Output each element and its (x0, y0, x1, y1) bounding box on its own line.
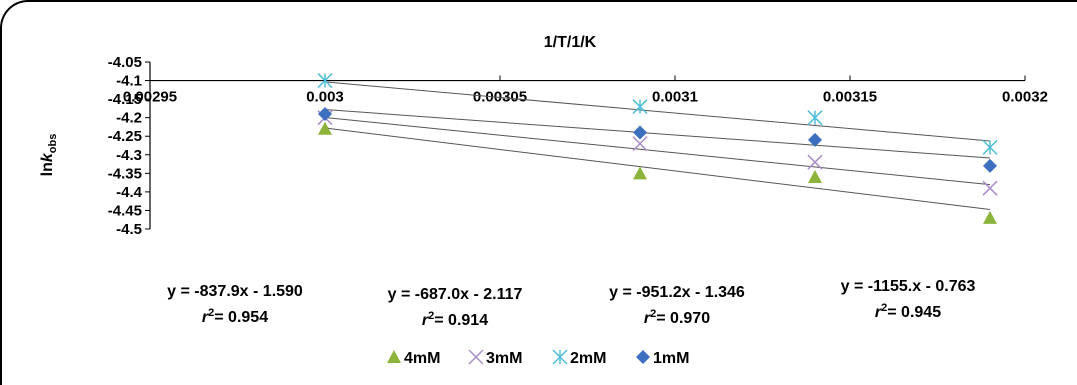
fit-r2-1mM: r2= 0.945 (875, 302, 941, 321)
y-axis-title-sub: obs (47, 134, 59, 154)
fit-equation-2mM: y = -951.2x - 1.346 (609, 284, 745, 301)
y-tick-label: -4.15 (108, 91, 142, 108)
point-1mM (983, 158, 997, 173)
equation-group-3: y = -951.2x - 1.346 r2= 0.970 (609, 284, 745, 327)
x-tick-label: 0.00315 (823, 89, 877, 106)
fit-equation-4mM: y = -837.9x - 1.590 (167, 283, 303, 300)
point-1mM (633, 125, 647, 140)
equation-group-1: y = -837.9x - 1.590 r2= 0.954 (167, 283, 303, 326)
r2-symbol: r (644, 310, 651, 327)
point-2mM (632, 99, 648, 115)
r2-sup: 2 (650, 308, 656, 320)
x-tick-label: 0.003 (306, 89, 344, 106)
trendlines (324, 81, 991, 210)
x-tick-label: 0.0032 (1002, 89, 1048, 106)
trendline-3mM (324, 109, 991, 159)
y-axis-title-k: k (39, 152, 56, 162)
x-axis-title: 1/T/1/K (544, 34, 597, 51)
fit-equation-3mM: y = -687.0x - 2.117 (388, 286, 523, 303)
r2-sup: 2 (428, 310, 434, 322)
point-4mM (318, 121, 332, 135)
trendline-2mM (324, 117, 991, 186)
trendline-4mM (324, 81, 991, 142)
legend-marker-1mM (636, 350, 650, 364)
r2-value: = 0.970 (656, 310, 710, 327)
x-tick-label: 0.0031 (652, 89, 698, 106)
fit-equations: y = -837.9x - 1.590 r2= 0.954 y = -687.0… (167, 278, 975, 329)
r2-value: = 0.954 (214, 309, 268, 326)
y-tick-label: -4.1 (116, 73, 142, 90)
r2-sup: 2 (208, 307, 214, 319)
y-tick-label: -4.4 (116, 184, 143, 201)
trendline-1mM (324, 127, 991, 210)
fit-r2-3mM: r2= 0.914 (422, 310, 488, 329)
y-axis-title: lnkobs (39, 134, 59, 177)
point-1mM (318, 106, 332, 121)
point-4mM (808, 170, 822, 184)
point-3mM (982, 180, 998, 196)
x-tick-label: 0.00295 (123, 89, 177, 106)
r2-sup: 2 (881, 302, 887, 314)
point-3mM (807, 154, 823, 170)
y-tick-label: -4.2 (116, 110, 142, 127)
point-2mM (807, 110, 823, 126)
y-tick-label: -4.35 (108, 165, 142, 182)
legend-marker-4mM (387, 350, 401, 363)
equation-group-2: y = -687.0x - 2.117 r2= 0.914 (388, 286, 523, 329)
r2-symbol: r (202, 309, 209, 326)
equation-group-4: y = -1155.x - 0.763 r2= 0.945 (841, 278, 976, 321)
y-tick-label: -4.05 (108, 54, 142, 71)
r2-value: = 0.914 (434, 312, 488, 329)
legend: 4mM 3mM 2mM 1mM (387, 349, 689, 367)
legend-label-1mM: 1mM (653, 350, 689, 367)
fit-r2-2mM: r2= 0.970 (644, 308, 710, 327)
r2-symbol: r (422, 312, 429, 329)
point-2mM (317, 73, 333, 89)
legend-label-2mM: 2mM (570, 350, 606, 367)
y-tick-label: -4.3 (116, 147, 142, 164)
fit-r2-4mM: r2= 0.954 (202, 307, 268, 326)
point-3mM (632, 136, 648, 152)
r2-symbol: r (875, 304, 882, 321)
legend-marker-3mM (468, 349, 484, 365)
legend-label-3mM: 3mM (486, 350, 522, 367)
legend-label-4mM: 4mM (404, 350, 440, 367)
point-1mM (808, 132, 822, 147)
data-points (317, 73, 998, 224)
y-axis-title-ln: ln (39, 162, 56, 176)
y-tick-label: -4.25 (108, 128, 142, 145)
axes: -4.05 -4.1-4.15 -4.2-4.25 -4.3-4.35 -4.4-4.4… (108, 54, 1048, 238)
fit-equation-1mM: y = -1155.x - 0.763 (841, 278, 976, 295)
y-tick-label: -4.5 (116, 221, 142, 238)
r2-value: = 0.945 (887, 304, 941, 321)
point-4mM (633, 166, 647, 180)
y-tick-label: -4.45 (108, 202, 142, 219)
legend-marker-2mM (552, 349, 568, 365)
point-2mM (982, 139, 998, 155)
point-4mM (983, 210, 997, 224)
